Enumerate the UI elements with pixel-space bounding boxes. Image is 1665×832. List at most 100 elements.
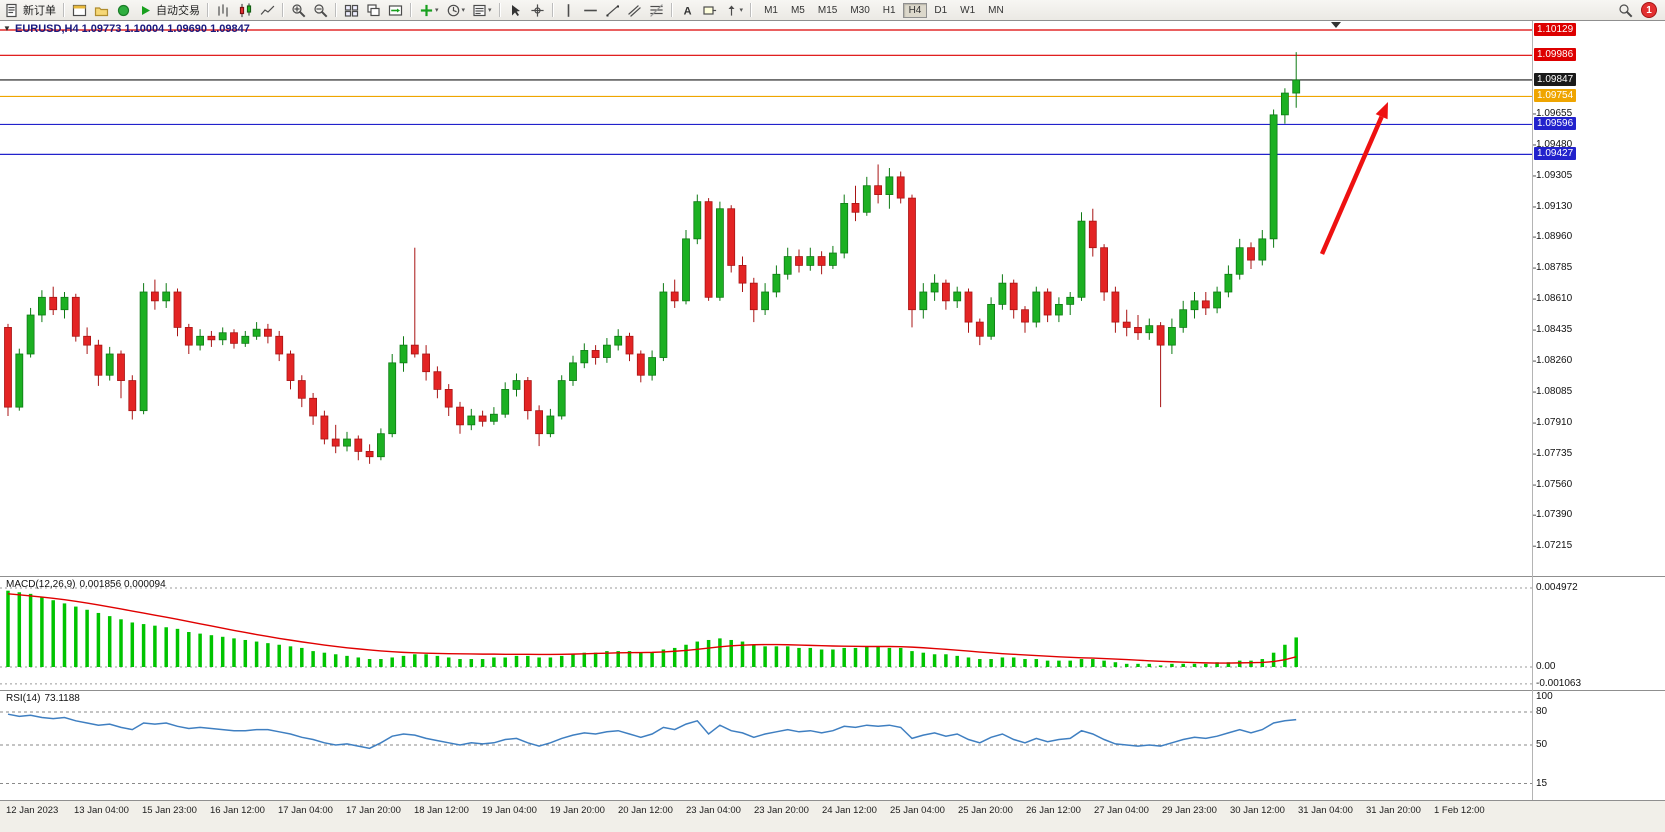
crosshair-button[interactable] (527, 1, 548, 19)
macd-histogram-bar (729, 639, 733, 667)
candle (478, 415, 487, 422)
macd-histogram-bar (1136, 663, 1140, 667)
bar-chart-button[interactable] (213, 1, 234, 19)
timeframe-h4-button[interactable]: H4 (902, 2, 928, 18)
timeframe-mn-button[interactable]: MN (982, 3, 1010, 18)
cascade-windows-button[interactable] (363, 1, 384, 19)
timeframe-d1-button[interactable]: D1 (928, 3, 953, 18)
timeframe-m5-button[interactable]: M5 (785, 3, 811, 18)
macd-values: 0.001856 0.000094 (79, 579, 166, 590)
add-indicator-button[interactable]: ▾ (416, 1, 442, 19)
candle (207, 335, 216, 341)
text-label-tool-button[interactable] (699, 1, 720, 19)
channel-tool-button[interactable] (624, 1, 645, 19)
cursor-button[interactable] (505, 1, 526, 19)
vertical-line-tool-button[interactable] (558, 1, 579, 19)
arrows-tool-button[interactable]: ▾ (721, 1, 747, 19)
profiles-button[interactable] (91, 1, 112, 19)
macd-histogram-bar (706, 639, 711, 667)
candle (433, 371, 442, 390)
candle (139, 291, 148, 412)
chart-shift-marker-icon (1331, 22, 1341, 28)
timeframe-m15-button[interactable]: M15 (812, 3, 843, 18)
macd-histogram-bar (1045, 660, 1050, 667)
data-window-button[interactable] (113, 1, 134, 19)
tile-windows-button[interactable] (341, 1, 362, 19)
autotrading-button[interactable]: 自动交易 (135, 1, 203, 19)
candle (659, 291, 668, 358)
candle (444, 389, 453, 408)
line-chart-button[interactable] (257, 1, 278, 19)
candle (1055, 303, 1063, 316)
timeframe-w1-button[interactable]: W1 (954, 3, 981, 18)
macd-histogram-bar (277, 644, 281, 667)
time-axis-label: 30 Jan 12:00 (1230, 805, 1285, 816)
macd-histogram-bar (605, 651, 609, 667)
period-selector-button[interactable]: ▾ (443, 1, 469, 19)
macd-histogram-bar (424, 654, 428, 667)
time-axis-label: 19 Jan 04:00 (482, 805, 537, 816)
candle (1088, 220, 1097, 249)
trendline-tool-button[interactable] (602, 1, 623, 19)
macd-histogram-bar (1091, 659, 1095, 667)
macd-histogram-bar (288, 646, 293, 667)
candle (896, 176, 905, 199)
candlestick-chart-button[interactable] (235, 1, 256, 19)
candle (1258, 238, 1267, 261)
timeframe-m1-button[interactable]: M1 (758, 3, 784, 18)
rsi-value: 73.1188 (44, 693, 80, 704)
macd-histogram-bar (966, 657, 971, 667)
templates-button[interactable]: ▾ (469, 1, 495, 19)
candle (218, 332, 227, 341)
toolbar: 新订单 自动交易 (0, 0, 1665, 21)
macd-histogram-bar (1124, 663, 1129, 667)
price-axis-label: 1.08785 (1536, 262, 1573, 274)
macd-histogram-bar (164, 627, 168, 667)
candle (1179, 309, 1188, 328)
chart-shift-button[interactable] (385, 1, 406, 19)
macd-histogram-bar (198, 633, 202, 667)
fibonacci-icon (649, 3, 663, 17)
templates-icon (473, 4, 486, 16)
zoom-out-button[interactable] (310, 1, 331, 19)
macd-histogram-bar (503, 657, 507, 667)
price-line-badge: 1.09596 (1534, 117, 1577, 131)
trend-arrow-annotation[interactable] (1319, 115, 1384, 255)
chart-window-icon (72, 4, 87, 16)
candle (286, 353, 295, 381)
timeframe-m30-button[interactable]: M30 (844, 3, 875, 18)
candle (591, 350, 600, 358)
fibonacci-tool-button[interactable] (646, 1, 667, 19)
price-axis-label: 1.08435 (1536, 324, 1573, 336)
macd-histogram-bar (492, 657, 496, 667)
macd-histogram-bar (175, 628, 180, 667)
candle (376, 433, 385, 458)
channel-icon (627, 4, 641, 17)
trend-arrow-head[interactable] (1375, 102, 1388, 120)
time-axis[interactable]: 12 Jan 2023 13 Jan 04:00 15 Jan 23:00 16 Ja… (0, 800, 1665, 832)
rsi-line (7, 713, 1297, 750)
candle (489, 413, 498, 422)
macd-histogram-bar (40, 597, 44, 667)
search-button[interactable] (1615, 1, 1636, 19)
price-axis-label: 1.07910 (1536, 417, 1573, 429)
candle (241, 335, 250, 344)
zoom-in-button[interactable] (288, 1, 309, 19)
candle (670, 291, 679, 302)
timeframe-h1-button[interactable]: H1 (877, 3, 902, 18)
macd-histogram-bar (153, 625, 157, 667)
candle (150, 291, 159, 302)
new-order-button[interactable]: 新订单 (2, 1, 59, 19)
macd-histogram-bar (718, 638, 722, 667)
text-tool-button[interactable]: A (677, 1, 698, 19)
chart-window-button[interactable] (69, 1, 90, 19)
candle (467, 415, 476, 426)
collapse-triangle-icon[interactable]: ▼ (3, 24, 11, 33)
macd-histogram-bar (672, 647, 677, 667)
horizontal-line-tool-button[interactable] (580, 1, 601, 19)
candle (422, 353, 431, 373)
candle (83, 335, 91, 346)
macd-histogram-bar (616, 651, 620, 667)
notification-badge[interactable]: 1 (1641, 2, 1657, 18)
